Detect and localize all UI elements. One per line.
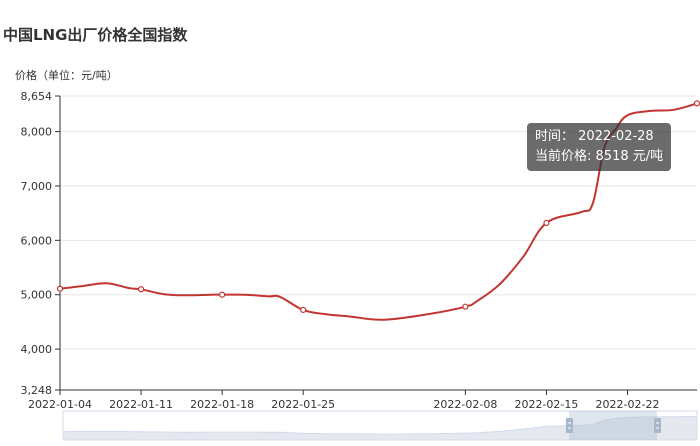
tooltip-time-value: 2022-02-28 xyxy=(578,129,654,144)
y-tick-label: 6,000 xyxy=(21,234,53,247)
x-tick-label: 2022-01-18 xyxy=(190,398,254,411)
tooltip-price-value: 8518 xyxy=(595,149,629,164)
x-tick-label: 2022-01-25 xyxy=(271,398,335,411)
tooltip-price-row: 当前价格: 8518 元/吨 xyxy=(535,147,663,167)
x-tick-label: 2022-02-15 xyxy=(514,398,578,411)
zoom-mini-area xyxy=(62,415,698,441)
zoom-selected-window[interactable] xyxy=(569,411,657,440)
x-tick-label: 2022-01-11 xyxy=(109,398,173,411)
data-point[interactable] xyxy=(462,303,469,310)
zoom-handle-left[interactable] xyxy=(566,418,573,433)
data-point[interactable] xyxy=(300,306,307,314)
tooltip-time-label: 时间： xyxy=(535,129,575,144)
tooltip: 时间： 2022-02-28 当前价格: 8518 元/吨 xyxy=(527,123,672,171)
tooltip-price-unit: 元/吨 xyxy=(632,149,664,164)
x-tick-label: 2022-02-08 xyxy=(433,398,497,411)
x-axis: 2022-01-04 2022-01-11 2022-01-18 2022-01-25… xyxy=(28,389,697,411)
data-point[interactable] xyxy=(219,291,226,298)
data-point[interactable] xyxy=(56,285,64,292)
y-tick-label: 5,000 xyxy=(21,289,53,302)
chart-title: 中国LNG出厂价格全国指数 xyxy=(3,26,188,44)
x-tick-label: 2022-02-22 xyxy=(596,398,660,411)
data-point[interactable] xyxy=(693,100,700,107)
y-tick-label: 8,654 xyxy=(21,90,53,103)
data-zoom-slider[interactable] xyxy=(62,410,698,441)
y-tick-label: 3,248 xyxy=(21,384,53,397)
y-tick-label: 4,000 xyxy=(21,343,53,356)
data-point[interactable] xyxy=(543,219,550,227)
zoom-handle-right[interactable] xyxy=(654,418,661,433)
y-tick-label: 8,000 xyxy=(21,126,53,139)
y-axis: 3,248 4,000 5,000 6,000 7,000 8,000 8,654 xyxy=(21,90,61,397)
data-point[interactable] xyxy=(137,286,145,293)
tooltip-time-row: 时间： 2022-02-28 xyxy=(535,127,663,147)
tooltip-price-label: 当前价格: xyxy=(535,149,592,164)
x-tick-label: 2022-01-04 xyxy=(28,398,92,411)
y-tick-label: 7,000 xyxy=(21,180,53,193)
y-axis-label: 价格（单位：元/吨） xyxy=(15,68,118,82)
